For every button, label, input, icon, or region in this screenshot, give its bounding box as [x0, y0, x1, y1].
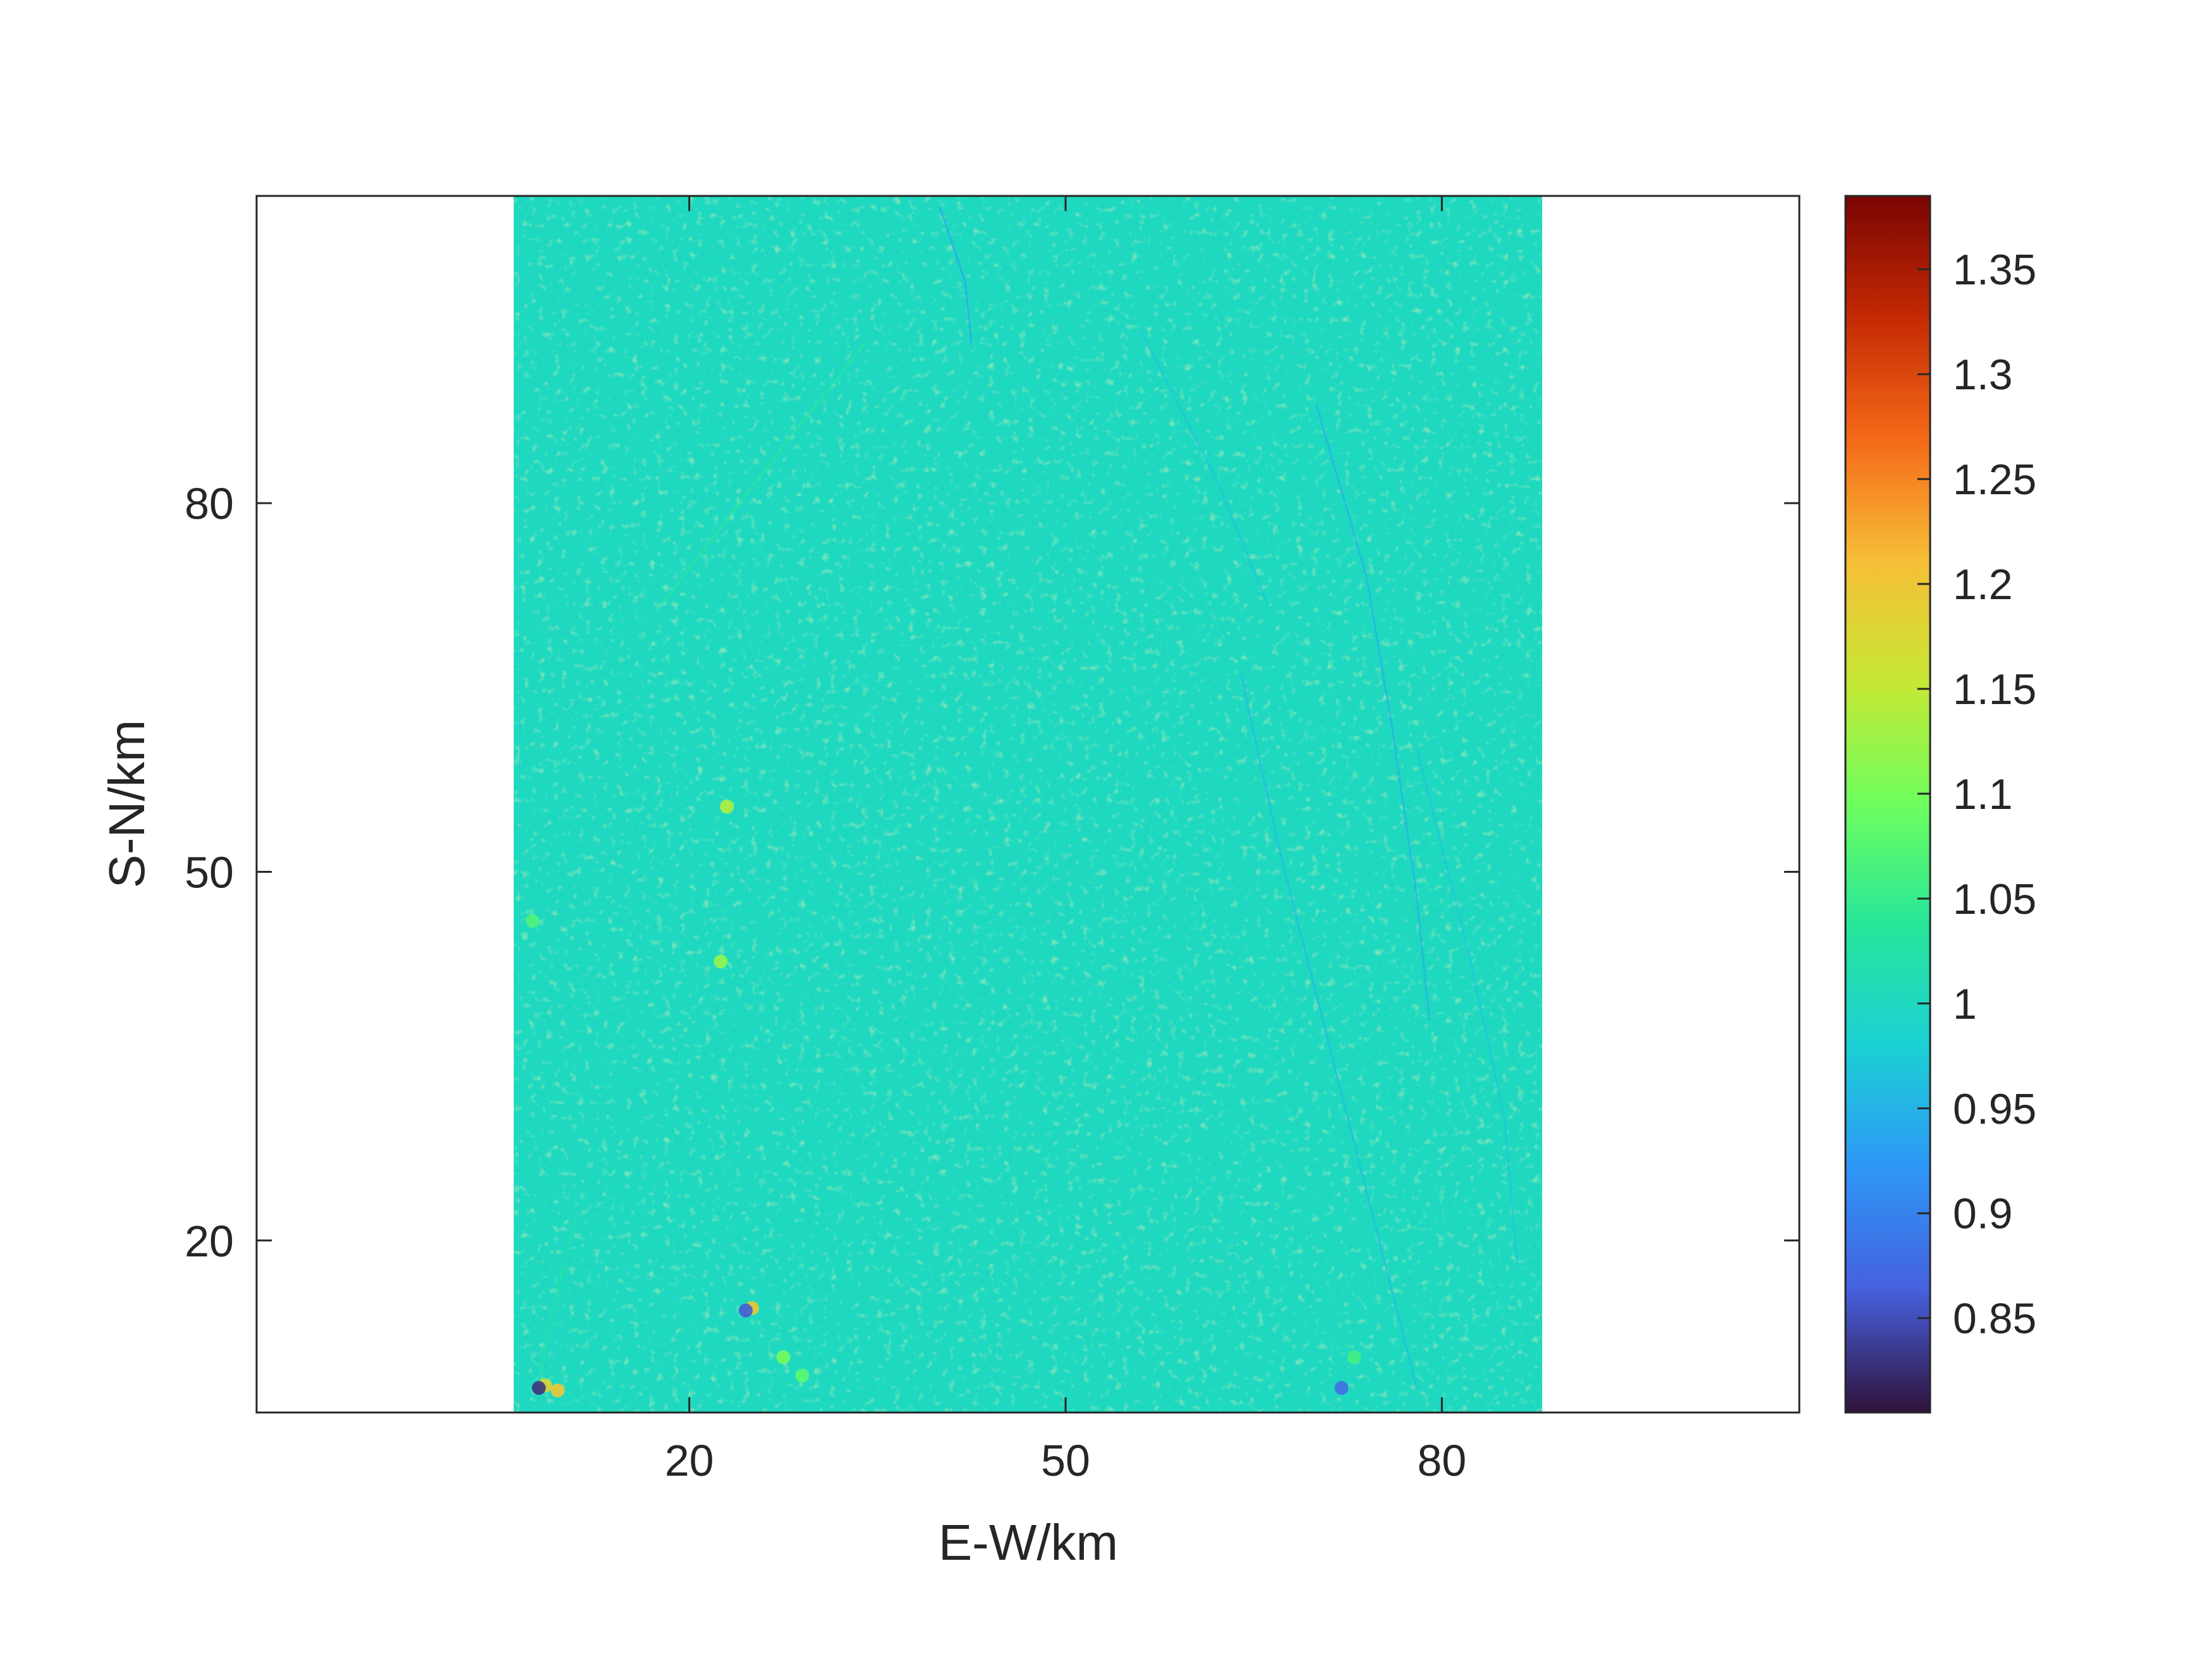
axes: 20 50 80 20 50 80	[185, 195, 1801, 1485]
anomaly-15	[714, 954, 728, 969]
y-tick-label: 20	[185, 1217, 234, 1266]
heatmap-layer	[513, 196, 1543, 1413]
anomaly-18	[1347, 1350, 1361, 1364]
colorbar-tick-label: 0.85	[1953, 1295, 2036, 1343]
colorbar: 0.85 0.9 0.95 1 1.05 1.1 1.15 1.2 1.25 1.3 1.35	[1844, 195, 2036, 1414]
lineament-4	[1240, 674, 1418, 1389]
x-axis-label: E-W/km	[939, 1514, 1118, 1571]
lineament-2	[1139, 330, 1268, 603]
colorbar-tick-label: 1.05	[1953, 875, 2036, 923]
x-tick-label: 50	[1041, 1436, 1090, 1485]
anomaly-13	[795, 1368, 810, 1383]
x-tick-label: 20	[665, 1436, 714, 1485]
lineament-1	[663, 342, 866, 603]
colorbar-tick-label: 1.35	[1953, 246, 2036, 294]
heatmap-texture	[513, 196, 1543, 1413]
y-tick-label: 80	[185, 479, 234, 528]
colorbar-fill	[1845, 196, 1930, 1413]
colorbar-tick-label: 0.9	[1953, 1190, 2013, 1238]
lineament-6	[538, 1215, 578, 1389]
y-tick-label: 50	[185, 848, 234, 897]
colorbar-tick-label: 1.1	[1953, 770, 2013, 818]
colorbar-tick-label: 1.15	[1953, 665, 2036, 714]
axes-frame	[255, 195, 1801, 1414]
anomaly-11	[738, 1303, 753, 1318]
anomaly-9	[550, 1383, 565, 1397]
colorbar-frame	[1844, 195, 1931, 1414]
anomaly-16	[525, 914, 540, 928]
x-tick-label: 80	[1417, 1436, 1466, 1485]
colorbar-tick-label: 1.3	[1953, 351, 2013, 399]
y-axis-label: S-N/km	[99, 720, 155, 889]
colorbar-tick-label: 1.2	[1953, 561, 2013, 609]
colorbar-tick-label: 1.25	[1953, 456, 2036, 504]
colorbar-tick-label: 0.95	[1953, 1085, 2036, 1133]
lineament-0	[939, 207, 973, 344]
lineament-3	[1315, 404, 1431, 1021]
lineament-5	[1416, 748, 1518, 1267]
anomaly-14	[720, 799, 734, 814]
anomaly-12	[776, 1350, 791, 1364]
colorbar-tick-label: 1	[1953, 980, 1977, 1028]
anomaly-8	[532, 1381, 546, 1395]
anomaly-17	[1334, 1381, 1349, 1395]
